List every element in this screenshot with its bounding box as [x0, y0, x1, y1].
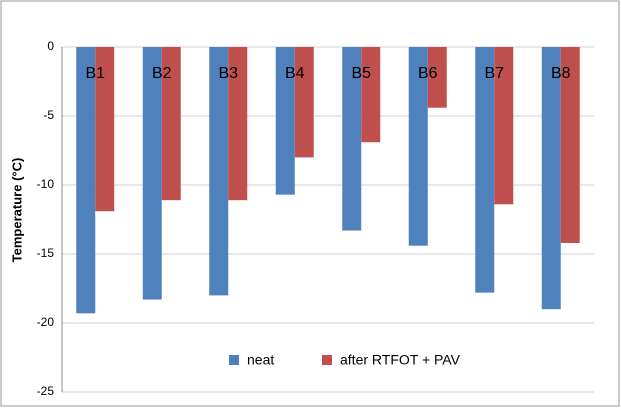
- y-tick-label: 0: [47, 39, 54, 53]
- category-label: B5: [351, 65, 371, 82]
- y-tick-label: -10: [37, 177, 55, 191]
- bar: [475, 47, 495, 293]
- bar: [228, 47, 248, 201]
- category-label: B6: [418, 65, 438, 82]
- y-tick-label: -20: [37, 315, 55, 329]
- bar: [494, 47, 514, 205]
- bar: [275, 47, 295, 195]
- bar: [142, 47, 162, 300]
- bar: [294, 47, 314, 158]
- y-tick-label: -15: [37, 246, 55, 260]
- y-axis-title: Temperature (°C): [9, 158, 24, 263]
- legend-swatch: [229, 355, 239, 365]
- y-tick-label: -5: [43, 108, 54, 122]
- category-label: B8: [551, 65, 571, 82]
- bar: [161, 47, 181, 201]
- legend-swatch: [322, 355, 332, 365]
- bar: [427, 47, 447, 108]
- category-label: B7: [484, 65, 504, 82]
- legend-label: after RTFOT + PAV: [340, 352, 461, 368]
- bar: [541, 47, 561, 310]
- category-label: B4: [285, 65, 305, 82]
- bar: [408, 47, 428, 246]
- bar: [560, 47, 580, 243]
- category-label: B1: [85, 65, 105, 82]
- category-label: B2: [152, 65, 172, 82]
- bar: [361, 47, 381, 143]
- category-label: B3: [218, 65, 238, 82]
- bar: [209, 47, 229, 296]
- y-tick-label: -25: [37, 384, 55, 398]
- bar: [342, 47, 362, 231]
- bar: [95, 47, 115, 212]
- bar: [76, 47, 96, 314]
- legend-label: neat: [247, 352, 274, 368]
